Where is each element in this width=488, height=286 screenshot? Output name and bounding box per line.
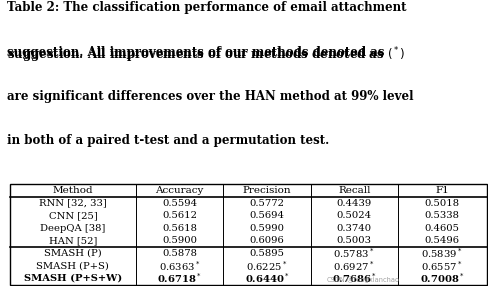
Text: CSDN-@tongxianchao: CSDN-@tongxianchao [327,276,400,283]
Bar [10,184,487,285]
Text: suggestion. All improvements of our methods denoted as $(^*)$: suggestion. All improvements of our meth… [7,46,406,65]
Text: CNN [25]: CNN [25] [49,211,97,220]
Text: 0.5900: 0.5900 [162,236,197,245]
Text: SMASH (P): SMASH (P) [44,249,102,258]
Text: are significant differences over the HAN method at 99% level: are significant differences over the HAN… [7,90,414,103]
Text: 0.6363$^*$: 0.6363$^*$ [159,259,201,273]
Text: 0.6557$^*$: 0.6557$^*$ [422,259,463,273]
Text: 0.5783$^*$: 0.5783$^*$ [333,246,375,260]
Text: suggestion. All improvements of our methods denoted as: suggestion. All improvements of our meth… [7,46,389,59]
Text: Table 2: The classification performance of email attachment: Table 2: The classification performance … [7,1,407,14]
Text: 0.6096: 0.6096 [249,236,285,245]
Text: DeepQA [38]: DeepQA [38] [40,224,105,233]
Text: 0.7008$^*$: 0.7008$^*$ [420,271,465,285]
Text: SMASH (P+S+W): SMASH (P+S+W) [24,274,122,283]
Text: 0.5878: 0.5878 [162,249,197,258]
Text: 0.5895: 0.5895 [249,249,285,258]
Text: 0.5839$^*$: 0.5839$^*$ [421,246,463,260]
Text: RNN [32, 33]: RNN [32, 33] [39,199,107,208]
Text: F1: F1 [435,186,449,195]
Text: Method: Method [53,186,93,195]
Text: 0.5024: 0.5024 [337,211,372,220]
Text: 0.6440$^*$: 0.6440$^*$ [244,271,289,285]
Text: 0.5694: 0.5694 [249,211,285,220]
Text: 0.3740: 0.3740 [337,224,372,233]
Text: 0.4605: 0.4605 [425,224,460,233]
Text: 0.4439: 0.4439 [337,199,372,208]
Text: 0.6718$^*$: 0.6718$^*$ [157,271,202,285]
Text: 0.5990: 0.5990 [249,224,285,233]
Text: 0.5612: 0.5612 [162,211,197,220]
Text: 0.7686$^*$: 0.7686$^*$ [332,271,377,285]
Text: 0.5594: 0.5594 [162,199,197,208]
Text: 0.5496: 0.5496 [425,236,460,245]
Text: 0.5772: 0.5772 [249,199,285,208]
Text: Accuracy: Accuracy [156,186,204,195]
Text: 0.5003: 0.5003 [337,236,372,245]
Text: SMASH (P+S): SMASH (P+S) [37,261,109,270]
Text: 0.6927$^*$: 0.6927$^*$ [333,259,375,273]
Text: 0.5018: 0.5018 [425,199,460,208]
Text: Recall: Recall [338,186,370,195]
Text: HAN [52]: HAN [52] [49,236,97,245]
Text: in both of a paired t-test and a permutation test.: in both of a paired t-test and a permuta… [7,134,329,147]
Text: 0.5338: 0.5338 [425,211,460,220]
Text: Precision: Precision [243,186,291,195]
Text: 0.6225$^*$: 0.6225$^*$ [246,259,288,273]
Text: 0.5618: 0.5618 [162,224,197,233]
